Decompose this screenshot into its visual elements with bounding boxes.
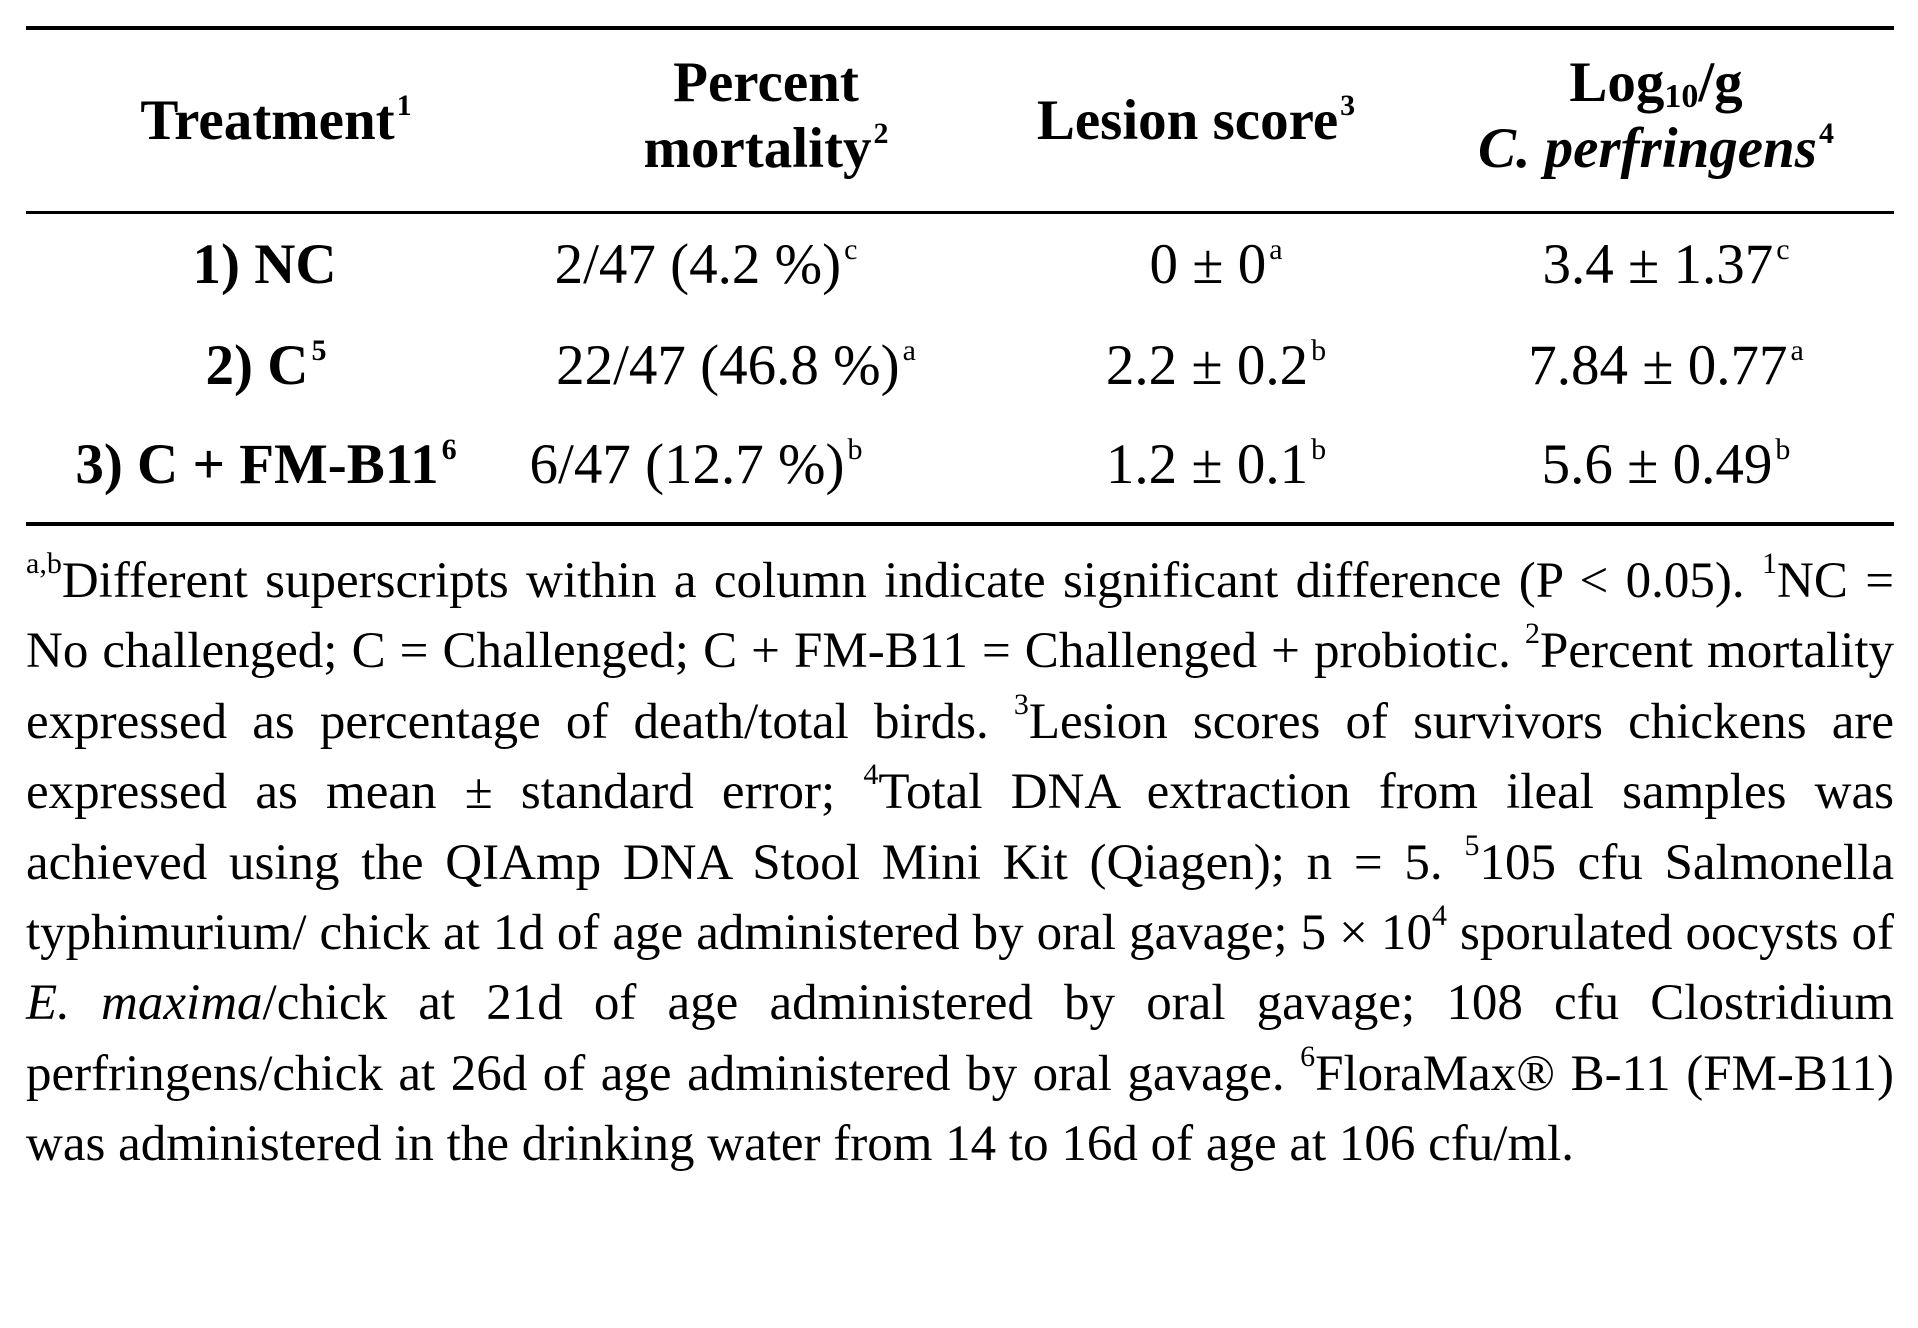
mortality-text: 2/47 (4.2 %) [554,233,842,296]
header-lesion-text: Lesion score [1036,89,1339,152]
cell-lesion: 2.2 ± 0.2 b [1026,331,1406,401]
cell-log: 3.4 ± 1.37 c [1446,230,1886,300]
treatment-text: 2) C [205,334,309,397]
footnote-text: NC = No challenged; C = Challenged; C + … [26,553,1895,680]
header-log-cp: Log10/g C. perfringens4 [1426,50,1886,182]
footnote-italic: E. maxima [26,975,263,1032]
header-mortality-line1: Percent [673,51,859,114]
treatment-sup: 6 [441,433,457,466]
lesion-text: 0 ± 0 [1149,233,1267,296]
table-header-rule [26,211,1894,214]
header-treatment: Treatment1 [106,88,446,154]
mortality-text: 6/47 (12.7 %) [529,433,845,496]
footnote-sup: 2 [1525,617,1540,651]
cell-log: 7.84 ± 0.77 a [1446,331,1886,401]
footnote-text: /chick at 21d of age administered by ora… [26,975,1894,1102]
table-footnotes: a,bDifferent superscripts within a colum… [26,546,1894,1180]
header-lesion-score: Lesion score3 [986,88,1406,154]
mortality-sup: b [847,433,863,466]
header-lesion-sup: 3 [1340,89,1356,122]
header-mortality-sup: 2 [873,117,889,150]
header-treatment-sup: 1 [396,89,412,122]
header-cp-sup: 4 [1818,117,1834,150]
treatment-text: 3) C + FM-B11 [75,433,439,496]
footnote-sup: a,b [26,547,62,580]
log-sup: a [1790,334,1804,367]
header-mortality-line2-wrap: mortality2 [566,116,966,182]
footnote-sup: 6 [1300,1039,1316,1073]
lesion-text: 2.2 ± 0.2 [1105,334,1309,397]
footnote-text: Lesion scores of survivors chickens are … [26,693,1894,821]
table-bottom-rule [26,522,1894,526]
cell-treatment: 3) C + FM-B11 6 [26,430,506,500]
footnote-text: 105 cfu Salmonella typhimurium/ chick at… [26,834,1894,962]
treatment-text: 1) NC [192,233,337,296]
log-sup: b [1775,433,1791,466]
lesion-sup: b [1311,433,1327,466]
header-log-sub: 10 [1664,78,1699,115]
log-text: 3.4 ± 1.37 [1542,233,1774,296]
footnote-exponent: 4 [1431,899,1447,933]
footnote-sup: 5 [1464,828,1480,862]
lesion-text: 1.2 ± 0.1 [1105,433,1309,496]
footnote-text: Total DNA extraction from ileal samples … [26,764,1894,891]
lesion-sup: a [1269,233,1283,266]
cell-lesion: 1.2 ± 0.1 b [1026,430,1406,500]
lesion-sup: b [1311,334,1327,367]
log-sup: c [1776,233,1790,266]
cell-log: 5.6 ± 0.49 b [1446,430,1886,500]
header-log-prefix: Log [1569,51,1665,114]
footnote-text: sporulated oocysts of [1446,905,1894,962]
header-mortality: Percent mortality2 [566,50,966,182]
cell-treatment: 1) NC [26,230,506,300]
log-text: 5.6 ± 0.49 [1541,433,1773,496]
header-cp-italic: C. perfringens [1478,117,1817,180]
table-row: 3) C + FM-B11 6 6/47 (12.7 %) b 1.2 ± 0.1 b… [26,430,1894,530]
footnote-text: Percent mortality expressed as percentag… [26,623,1894,750]
treatment-sup: 5 [311,334,327,367]
header-log-suffix: /g [1698,51,1743,114]
header-mortality-line2: mortality [643,117,872,180]
header-log-line2: C. perfringens4 [1426,116,1886,182]
footnote-sup: 4 [863,758,879,792]
header-log-line1: Log10/g [1426,50,1886,116]
cell-mortality: 6/47 (12.7 %) b [486,430,906,500]
footnote-text: FloraMax® B-11 (FM-B11) was administered… [26,1045,1894,1173]
footnote-sup: 1 [1762,547,1778,580]
mortality-sup: c [844,233,858,266]
footnote-sup: 3 [1013,687,1029,721]
log-text: 7.84 ± 0.77 [1528,334,1788,397]
cell-mortality: 2/47 (4.2 %) c [496,230,916,300]
cell-mortality: 22/47 (46.8 %) a [526,331,946,401]
header-treatment-text: Treatment [140,89,395,152]
footnote-text: Different superscripts within a column i… [61,553,1763,609]
table-top-rule [26,26,1894,30]
mortality-text: 22/47 (46.8 %) [556,334,900,397]
mortality-sup: a [902,334,916,367]
